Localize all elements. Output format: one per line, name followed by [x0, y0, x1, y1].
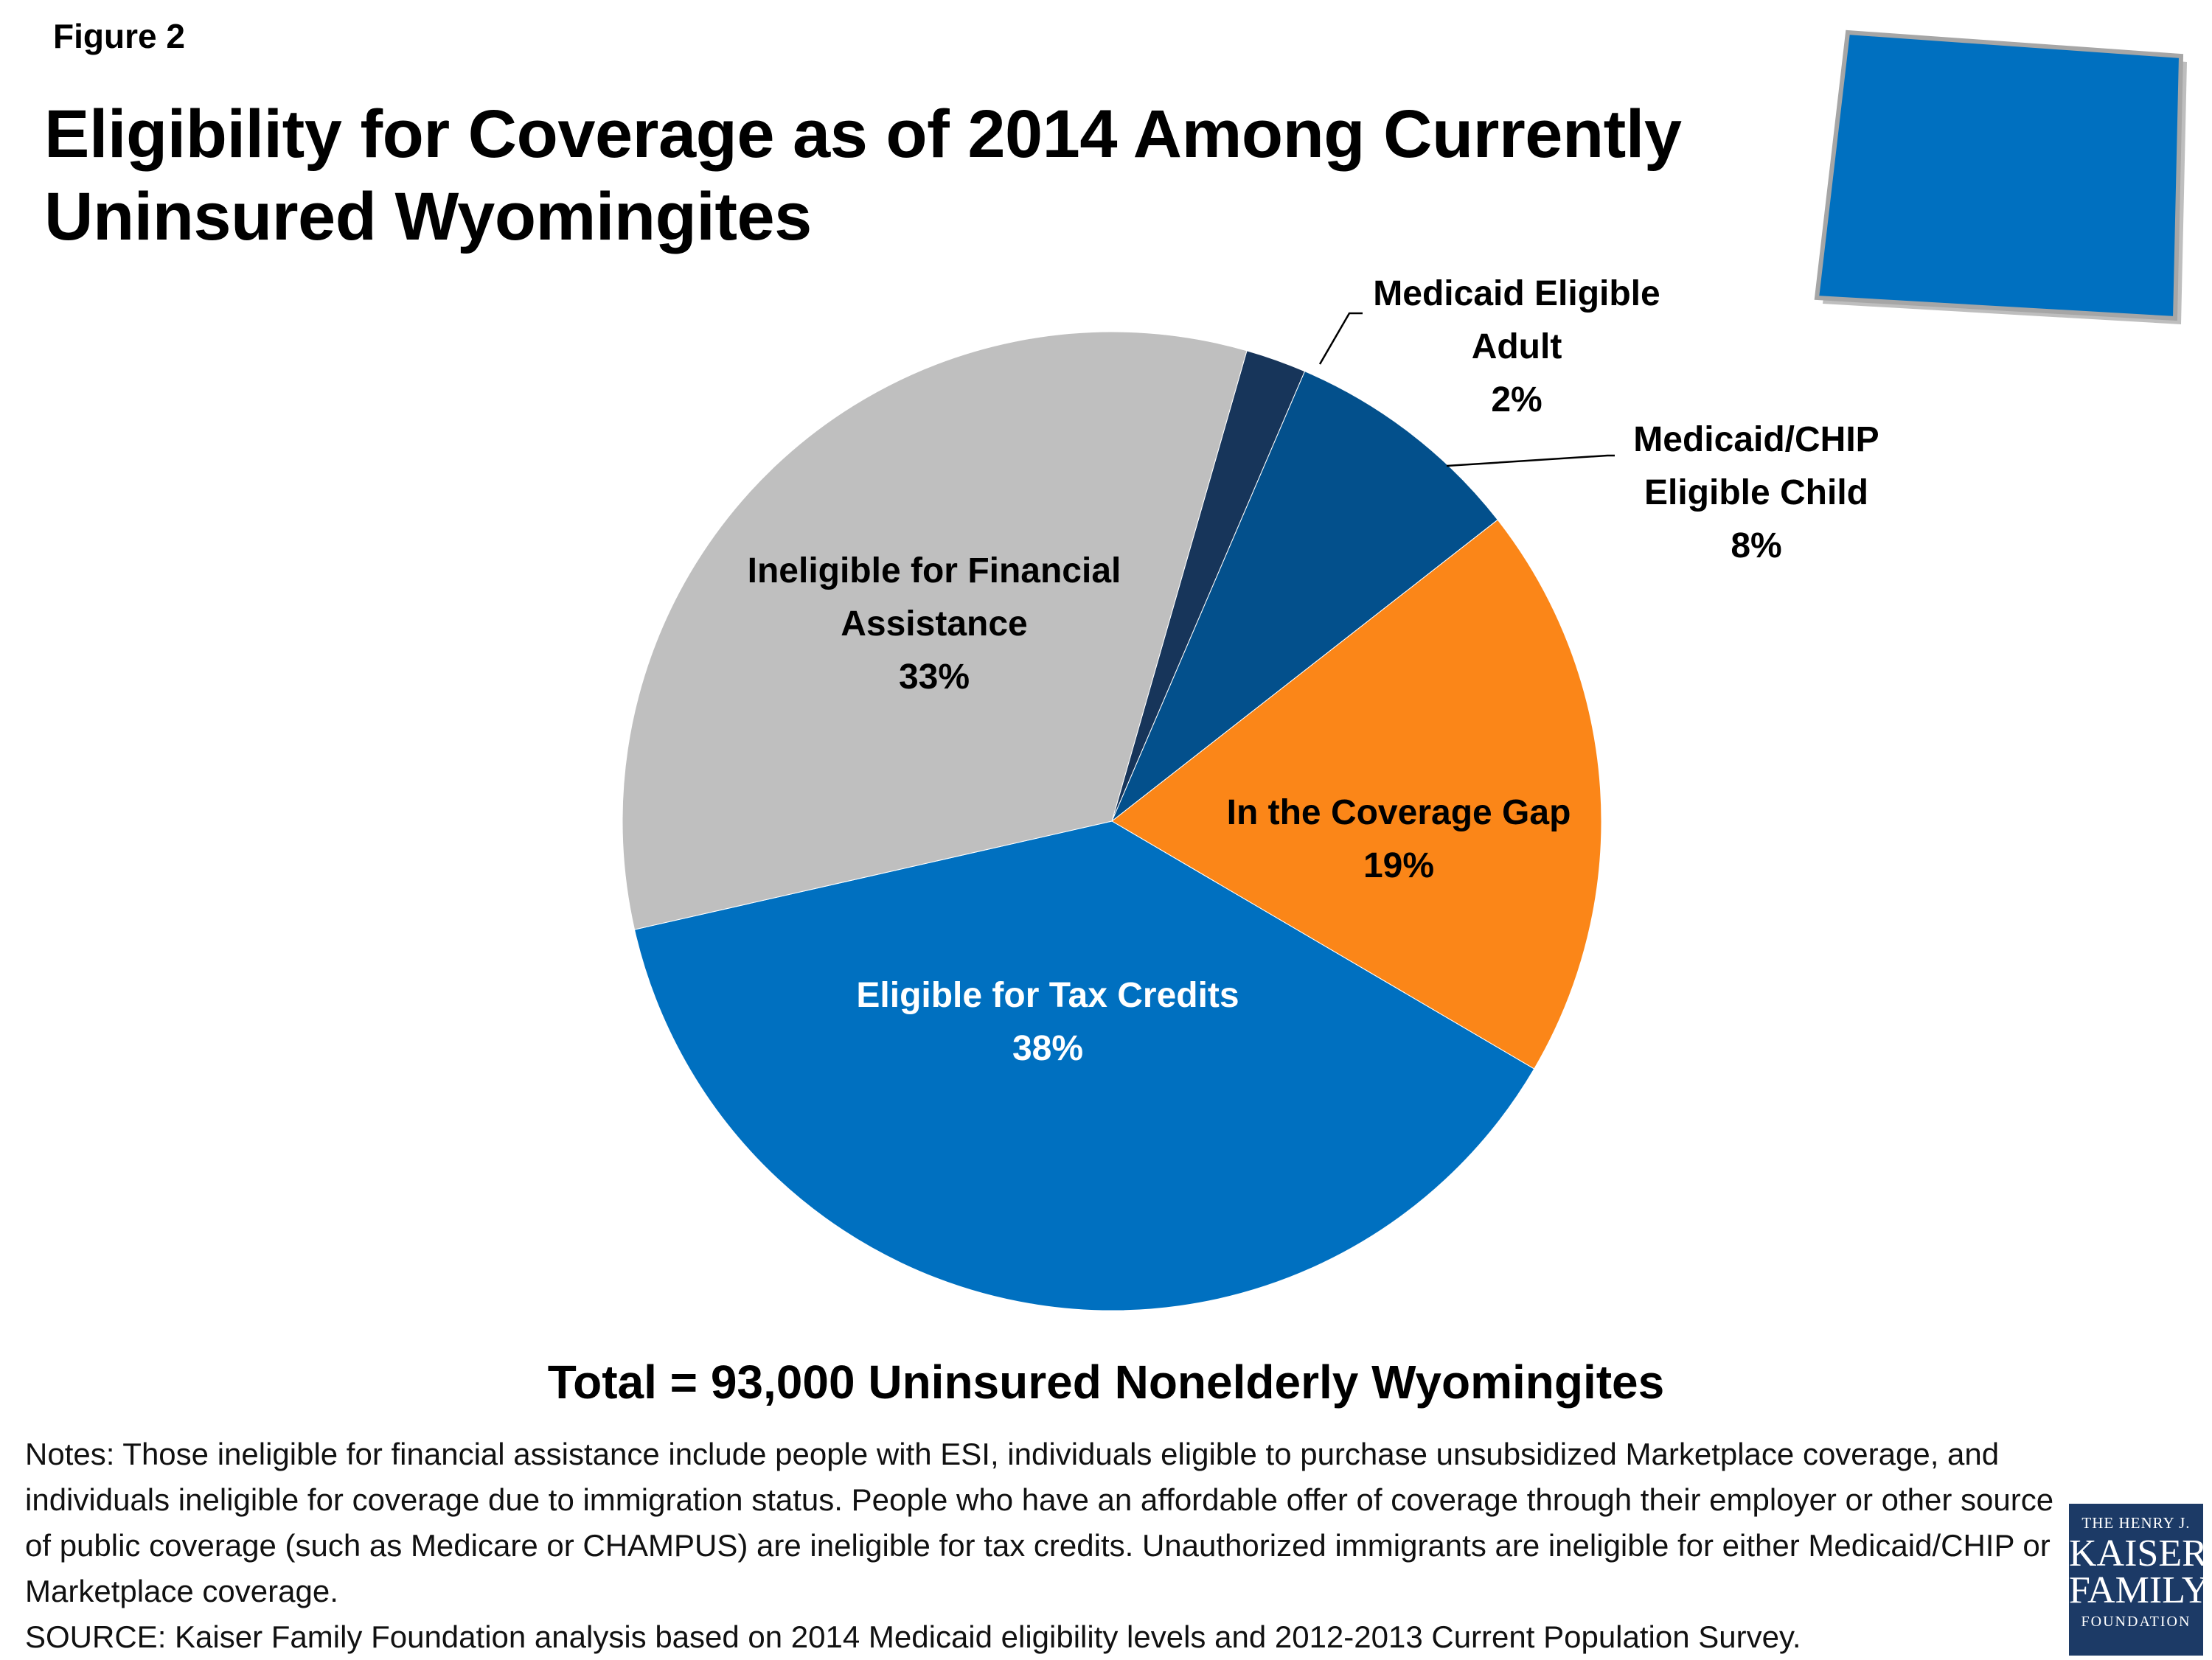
- slice-labels: Medicaid Eligible Adult 2% Medicaid/CHIP…: [748, 274, 1879, 1068]
- label-medicaid-child-value: 8%: [1731, 526, 1781, 565]
- label-ineligible-value: 33%: [899, 658, 970, 697]
- label-coverage-gap-value: 19%: [1363, 846, 1434, 885]
- chart-title-line-2: Uninsured Wyomingites: [44, 179, 812, 254]
- label-medicaid-adult-value: 2%: [1491, 380, 1542, 419]
- label-tax-credits-value: 38%: [1012, 1029, 1083, 1068]
- leader-line-medicaid-child: [1446, 454, 1615, 467]
- pie-slice-in-the-coverage-gap: [1111, 519, 1602, 1070]
- logo-line-2: KAISER: [2069, 1532, 2208, 1574]
- wyoming-state-shape: [1814, 29, 2184, 321]
- kff-logo: THE HENRY J. KAISER FAMILY FOUNDATION: [2069, 1504, 2210, 1656]
- logo-line-3: FAMILY: [2069, 1569, 2210, 1611]
- chart-title: Eligibility for Coverage as of 2014 Amon…: [44, 93, 1740, 258]
- total-caption: Total = 93,000 Uninsured Nonelderly Wyom…: [547, 1356, 1665, 1409]
- label-ineligible-line-1: Ineligible for Financial: [748, 551, 1121, 590]
- pie-slices: [622, 331, 1602, 1311]
- label-medicaid-adult-line-1: Medicaid Eligible: [1373, 274, 1660, 313]
- notes-text: Notes: Those ineligible for financial as…: [25, 1437, 2054, 1608]
- leader-lines: [1318, 312, 1615, 467]
- chart-title-line-1: Eligibility for Coverage as of 2014 Amon…: [44, 97, 1682, 172]
- source-text: SOURCE: Kaiser Family Foundation analysi…: [25, 1619, 1801, 1654]
- label-medicaid-adult-line-2: Adult: [1472, 327, 1562, 366]
- logo-line-1: THE HENRY J.: [2081, 1514, 2191, 1532]
- label-medicaid-child-line-1: Medicaid/CHIP: [1633, 420, 1879, 459]
- label-ineligible-line-2: Assistance: [841, 604, 1027, 644]
- figure-label: Figure 2: [53, 17, 185, 55]
- label-medicaid-child-line-2: Eligible Child: [1644, 473, 1868, 512]
- notes-block: Notes: Those ineligible for financial as…: [25, 1431, 2060, 1660]
- logo-line-4: FOUNDATION: [2081, 1614, 2191, 1630]
- wyoming-state-icon: [1814, 29, 2187, 324]
- label-coverage-gap-line-1: In the Coverage Gap: [1227, 793, 1571, 832]
- pie-slice-ineligible-for-financial-assistance: [622, 331, 1248, 930]
- pie-slice-eligible-for-tax-credits: [633, 820, 1535, 1311]
- leader-line-medicaid-adult: [1318, 312, 1363, 365]
- pie-slice-medicaid-chip-eligible-child: [1111, 371, 1498, 822]
- label-tax-credits-line-1: Eligible for Tax Credits: [856, 976, 1239, 1015]
